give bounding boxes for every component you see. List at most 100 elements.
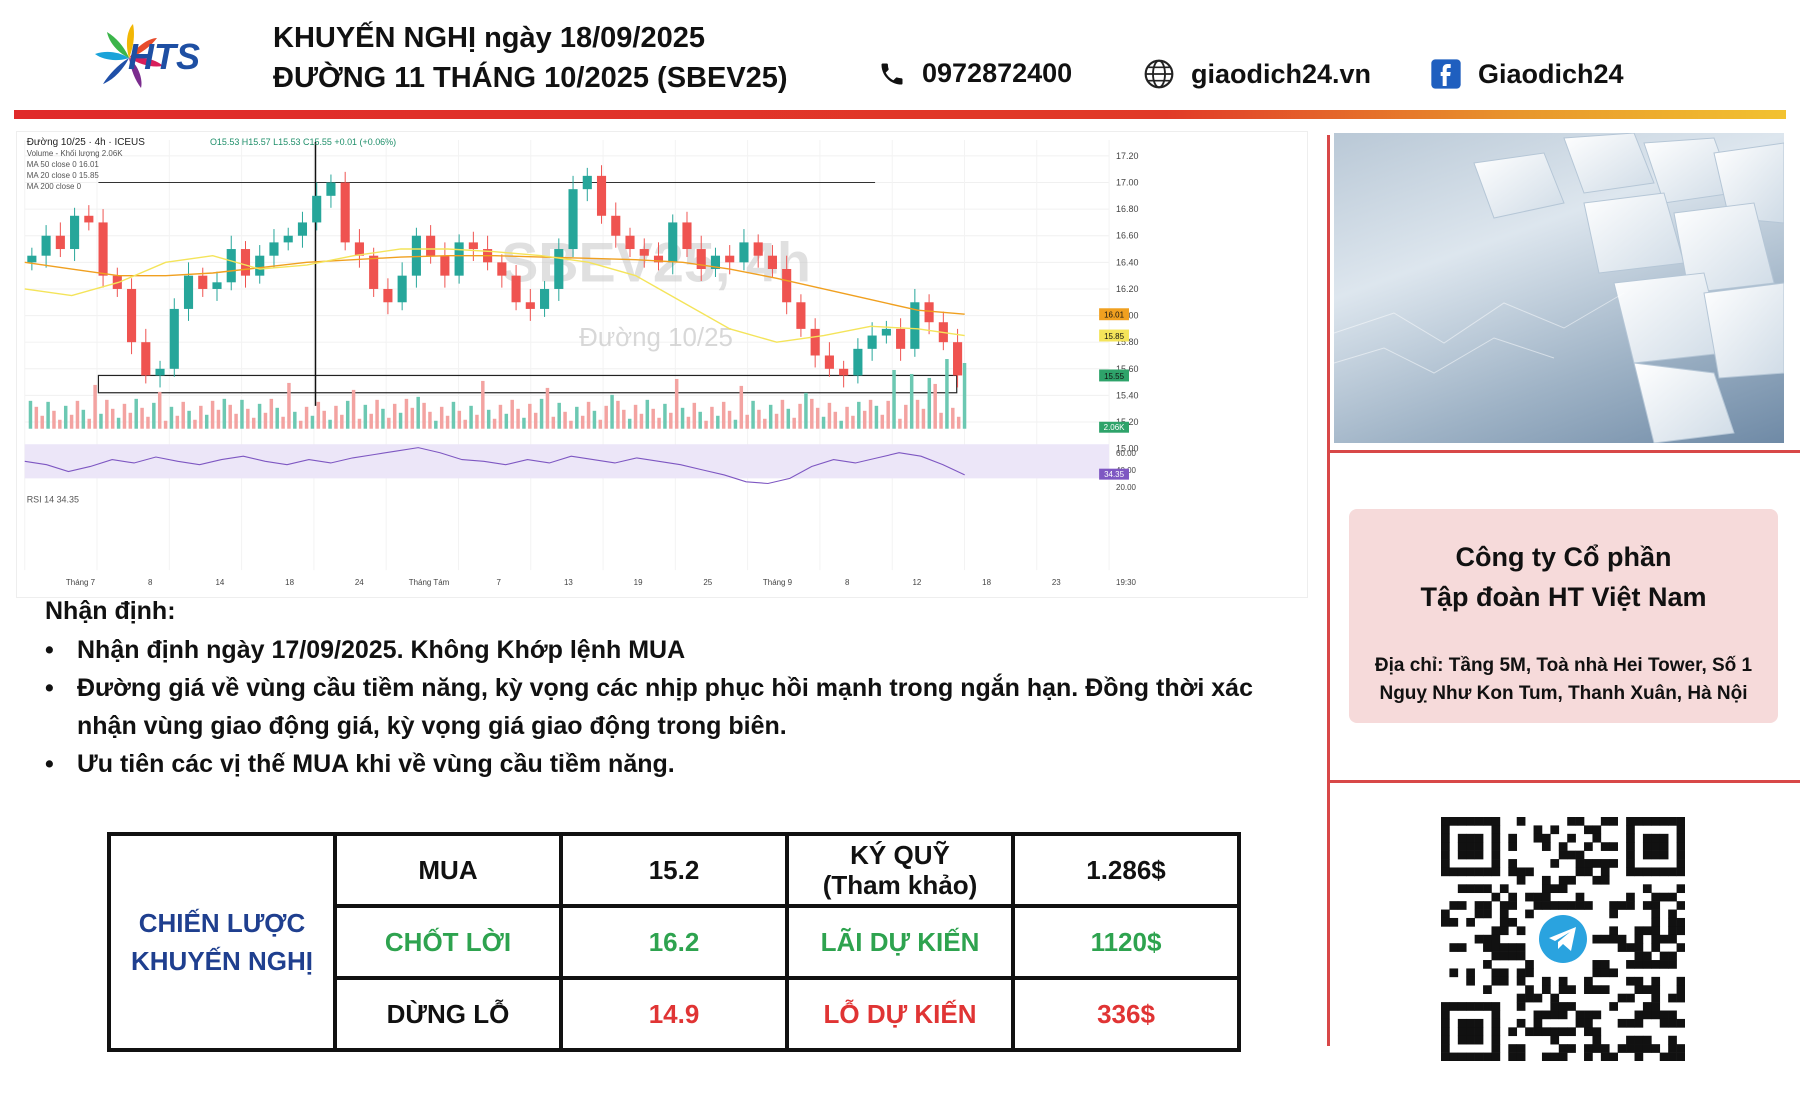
- qr-module: [1584, 825, 1593, 835]
- qr-module: [1575, 867, 1585, 877]
- volume-bar: [392, 403, 397, 429]
- volume-bar: [516, 408, 520, 429]
- volume-bar: [157, 391, 162, 429]
- price-tag: [1099, 329, 1129, 342]
- qr-module: [1457, 943, 1467, 952]
- volume-bar: [845, 406, 849, 429]
- volume-bar: [592, 410, 597, 429]
- qr-module: [1676, 917, 1685, 927]
- qr-module: [1525, 909, 1534, 919]
- volume-bar: [46, 401, 50, 429]
- qr-module: [1651, 976, 1661, 986]
- price-axis-label: 16.60: [1116, 231, 1138, 241]
- time-axis-label: 8: [148, 578, 153, 587]
- qr-module: [1508, 859, 1518, 868]
- volume-bar: [304, 406, 309, 429]
- volume-bar: [234, 413, 238, 429]
- telegram-qr-code[interactable]: [1441, 817, 1685, 1061]
- qr-module: [1516, 926, 1526, 936]
- volume-bar: [933, 383, 937, 429]
- candle-body: [269, 242, 279, 256]
- qr-finder: [1449, 867, 1459, 877]
- rsi-tag-label: 34.35: [1104, 470, 1124, 479]
- candle-body: [454, 242, 464, 276]
- volume-bar: [246, 408, 250, 429]
- qr-finder: [1441, 825, 1450, 835]
- qr-finder: [1626, 817, 1635, 826]
- volume-bar: [774, 413, 779, 429]
- qr-module: [1541, 1010, 1551, 1020]
- contact-phone[interactable]: 0972872400: [878, 58, 1072, 89]
- time-axis-label: 18: [285, 578, 294, 587]
- qr-module: [1584, 976, 1593, 986]
- volume-bar: [551, 416, 556, 429]
- price-tag: [1099, 308, 1129, 321]
- qr-finder: [1466, 833, 1475, 843]
- time-axis-label: 14: [215, 578, 224, 587]
- qr-module: [1516, 875, 1526, 885]
- right-panel-divider: [1327, 135, 1330, 1046]
- volume-bar: [222, 398, 227, 429]
- candles-group: [27, 165, 963, 388]
- volume-bar: [669, 412, 673, 429]
- volume-bar: [210, 400, 215, 429]
- qr-module: [1516, 1018, 1526, 1028]
- volume-bar: [204, 414, 209, 429]
- qr-module: [1550, 884, 1560, 894]
- price-axis-label: 16.20: [1116, 284, 1138, 294]
- volume-bar: [163, 420, 168, 429]
- volume-bar: [316, 401, 321, 429]
- volume-bar: [604, 405, 608, 429]
- rsi-label: RSI 14 34.35: [27, 494, 79, 504]
- qr-module: [1541, 884, 1551, 894]
- contact-website[interactable]: giaodich24.vn: [1143, 58, 1371, 90]
- qr-finder: [1642, 850, 1652, 860]
- volume-bar: [398, 412, 403, 429]
- candle-body: [397, 275, 407, 303]
- analysis-title: Nhận định:: [45, 597, 176, 625]
- volume-bar: [146, 416, 150, 429]
- volume-bar: [34, 406, 39, 429]
- rsi-axis-label: 20.00: [1116, 483, 1136, 492]
- qr-module: [1676, 1052, 1685, 1061]
- candle-body: [226, 249, 236, 283]
- volume-bar: [416, 396, 420, 429]
- qr-finder: [1651, 842, 1661, 851]
- volume-bar: [721, 401, 726, 429]
- qr-module: [1533, 993, 1543, 1003]
- qr-module: [1651, 901, 1661, 910]
- facebook-icon: [1431, 59, 1461, 89]
- qr-module: [1575, 901, 1585, 910]
- qr-module: [1642, 985, 1652, 994]
- contact-facebook[interactable]: Giaodich24: [1430, 58, 1624, 90]
- price-axis-label: 15.40: [1116, 390, 1138, 400]
- volume-bar: [469, 405, 473, 429]
- candle-body: [596, 175, 607, 216]
- qr-module: [1550, 901, 1560, 910]
- qr-finder: [1457, 867, 1467, 877]
- qr-finder: [1466, 850, 1475, 860]
- qr-finder: [1441, 867, 1450, 877]
- qr-module: [1483, 884, 1492, 894]
- volume-bar: [99, 413, 103, 429]
- volume-bar: [228, 404, 232, 429]
- volume-bar: [886, 400, 890, 429]
- table-row: CHIẾN LƯỢC KHUYẾN NGHỊ MUA 15.2 KÝ QUỸ (…: [107, 832, 1241, 1052]
- volume-bar: [821, 416, 826, 429]
- volume-bar: [569, 420, 573, 429]
- qr-finder: [1634, 817, 1644, 826]
- qr-module: [1651, 993, 1661, 1003]
- volume-bar: [381, 408, 385, 429]
- indicator-label: Volume - Khối lượng 2.06K: [27, 149, 124, 158]
- qr-finder: [1676, 842, 1685, 851]
- qr-module: [1567, 1002, 1576, 1011]
- qr-module: [1499, 909, 1509, 919]
- qr-module: [1600, 867, 1610, 877]
- qr-module: [1441, 917, 1450, 927]
- volume-bar: [240, 399, 244, 429]
- qr-module: [1533, 901, 1543, 910]
- qr-module: [1516, 817, 1526, 826]
- volume-bar: [375, 399, 379, 429]
- qr-finder: [1659, 867, 1669, 877]
- time-axis-label: 19: [634, 578, 643, 587]
